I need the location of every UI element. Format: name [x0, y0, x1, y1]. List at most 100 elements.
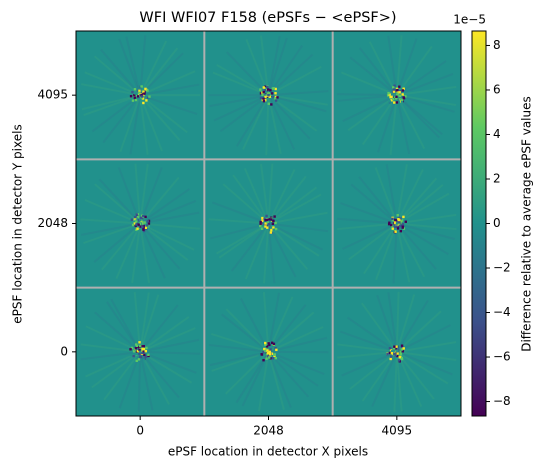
psf-pixel — [389, 347, 391, 349]
psf-pixel — [263, 91, 265, 93]
psf-pixel — [136, 213, 138, 215]
psf-pixel — [398, 86, 400, 88]
psf-pixel — [388, 223, 390, 225]
psf-pixel — [270, 103, 272, 105]
psf-pixel — [260, 97, 262, 99]
psf-pixel — [400, 353, 402, 355]
psf-pixel — [390, 355, 392, 357]
psf-pixel — [398, 359, 400, 361]
psf-pixel — [266, 349, 268, 351]
psf-pixel — [130, 354, 132, 356]
psf-pixel — [275, 99, 277, 101]
psf-pixel — [261, 94, 263, 96]
psf-pixel — [137, 223, 139, 225]
psf-pixel — [268, 223, 270, 225]
psf-pixel — [268, 356, 270, 358]
x-tick-label: 2048 — [253, 424, 284, 438]
colorbar-offset: 1e−5 — [453, 13, 486, 27]
psf-pixel — [395, 219, 397, 221]
psf-pixel — [397, 214, 399, 216]
psf-pixel — [135, 99, 137, 101]
psf-pixel — [265, 215, 267, 217]
psf-pixel — [386, 353, 388, 355]
psf-pixel — [269, 348, 271, 350]
psf-pixel — [401, 93, 403, 95]
psf-pixel — [402, 226, 404, 228]
psf-pixel — [267, 88, 269, 90]
psf-pixel — [399, 95, 401, 97]
psf-pixel — [272, 229, 274, 231]
y-tick-label: 4095 — [37, 88, 68, 102]
psf-pixel — [398, 219, 400, 221]
psf-pixel — [129, 348, 131, 350]
psf-pixel — [392, 227, 394, 229]
psf-pixel — [142, 228, 144, 230]
psf-pixel — [267, 342, 269, 344]
psf-pixel — [394, 231, 396, 233]
psf-pixel — [136, 360, 138, 362]
psf-pixel — [273, 100, 275, 102]
psf-pixel — [143, 345, 145, 347]
psf-pixel — [137, 95, 139, 97]
psf-pixel — [132, 355, 134, 357]
psf-pixel — [273, 215, 275, 217]
psf-pixel — [395, 89, 397, 91]
psf-pixel — [398, 91, 400, 93]
psf-pixel — [262, 97, 264, 99]
psf-pixel — [396, 350, 398, 352]
psf-pixel — [274, 92, 276, 94]
psf-pixel — [402, 89, 404, 91]
psf-pixel — [393, 94, 395, 96]
colorbar-tick-label: −8 — [493, 394, 511, 408]
chart-title: WFI WFI07 F158 (ePSFs − <ePSF>) — [139, 10, 396, 26]
psf-pixel — [140, 217, 142, 219]
y-tick-label: 0 — [60, 344, 68, 358]
psf-pixel — [134, 97, 136, 99]
psf-pixel — [140, 85, 142, 87]
psf-pixel — [134, 92, 136, 94]
psf-pixel — [268, 103, 270, 105]
psf-pixel — [145, 350, 147, 352]
psf-pixel — [138, 90, 140, 92]
psf-pixel — [264, 350, 266, 352]
psf-pixel — [141, 95, 143, 97]
psf-pixel — [132, 224, 134, 226]
psf-pixel — [135, 343, 137, 345]
psf-pixel — [266, 86, 268, 88]
psf-pixel — [143, 221, 145, 223]
psf-pixel — [141, 226, 143, 228]
psf-pixel — [391, 218, 393, 220]
psf-pixel — [274, 353, 276, 355]
psf-pixel — [141, 348, 143, 350]
psf-pixel — [392, 98, 394, 100]
psf-pixel — [130, 95, 132, 97]
colorbar-tick-label: 6 — [493, 82, 501, 96]
psf-pixel — [401, 344, 403, 346]
psf-pixel — [274, 97, 276, 99]
psf-pixel — [404, 218, 406, 220]
psf-pixel — [272, 357, 274, 359]
psf-pixel — [393, 346, 395, 348]
psf-pixel — [264, 222, 266, 224]
psf-pixel — [145, 99, 147, 101]
psf-pixel — [399, 225, 401, 227]
psf-pixel — [136, 353, 138, 355]
psf-pixel — [147, 354, 149, 356]
colorbar-tick-label: 2 — [493, 171, 501, 185]
colorbar-tick-label: −6 — [493, 350, 511, 364]
psf-pixel — [402, 216, 404, 218]
psf-pixel — [402, 223, 404, 225]
psf-pixel — [134, 88, 136, 90]
psf-pixel — [271, 92, 273, 94]
psf-pixel — [142, 102, 144, 104]
psf-pixel — [139, 351, 141, 353]
psf-pixel — [135, 347, 137, 349]
psf-pixel — [265, 358, 267, 360]
psf-pixel — [269, 89, 271, 91]
psf-pixel — [267, 94, 269, 96]
psf-pixel — [145, 227, 147, 229]
psf-pixel — [275, 357, 277, 359]
psf-pixel — [399, 356, 401, 358]
psf-pixel — [142, 215, 144, 217]
psf-pixel — [395, 345, 397, 347]
